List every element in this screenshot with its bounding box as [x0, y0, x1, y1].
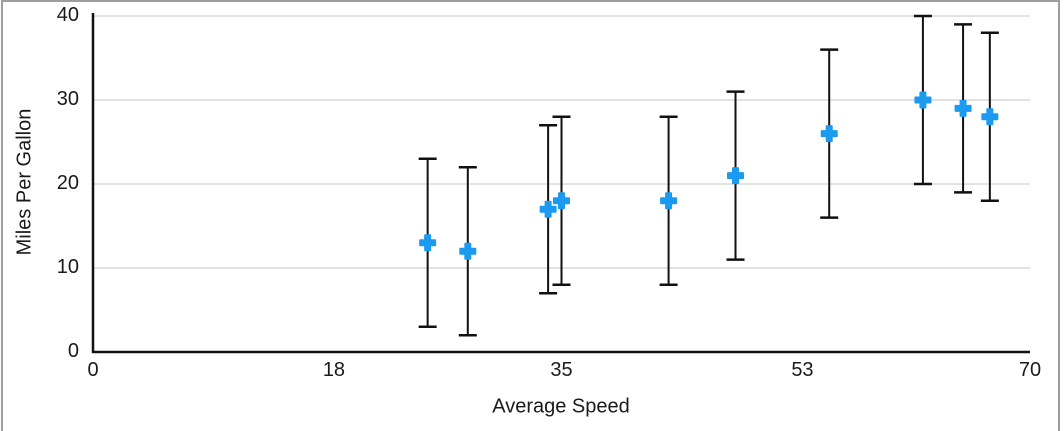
- scatter-marker: [954, 99, 972, 117]
- y-tick-label: 0: [67, 340, 79, 363]
- x-tick-label: 70: [1018, 359, 1042, 381]
- scatter-marker: [459, 242, 477, 260]
- y-tick-label: 10: [56, 256, 79, 279]
- x-axis-title: Average Speed: [492, 395, 630, 418]
- scatter-marker: [914, 91, 932, 109]
- x-tick-label: 18: [322, 359, 346, 381]
- scatter-marker: [660, 192, 678, 210]
- scatter-marker: [419, 234, 437, 252]
- scatter-marker: [981, 108, 999, 126]
- scatter-marker: [553, 192, 570, 210]
- y-tick-label: 30: [56, 88, 79, 111]
- x-tick-label: 35: [550, 359, 573, 381]
- scatter-marker: [539, 200, 557, 218]
- scatter-marker: [727, 167, 745, 185]
- y-axis-title: Miles Per Gallon: [13, 108, 36, 256]
- y-tick-label: 20: [56, 172, 79, 195]
- y-tick-label: 40: [56, 4, 79, 27]
- scatter-marker: [820, 125, 838, 143]
- x-tick-label: 0: [87, 359, 99, 381]
- x-tick-label: 53: [791, 359, 814, 381]
